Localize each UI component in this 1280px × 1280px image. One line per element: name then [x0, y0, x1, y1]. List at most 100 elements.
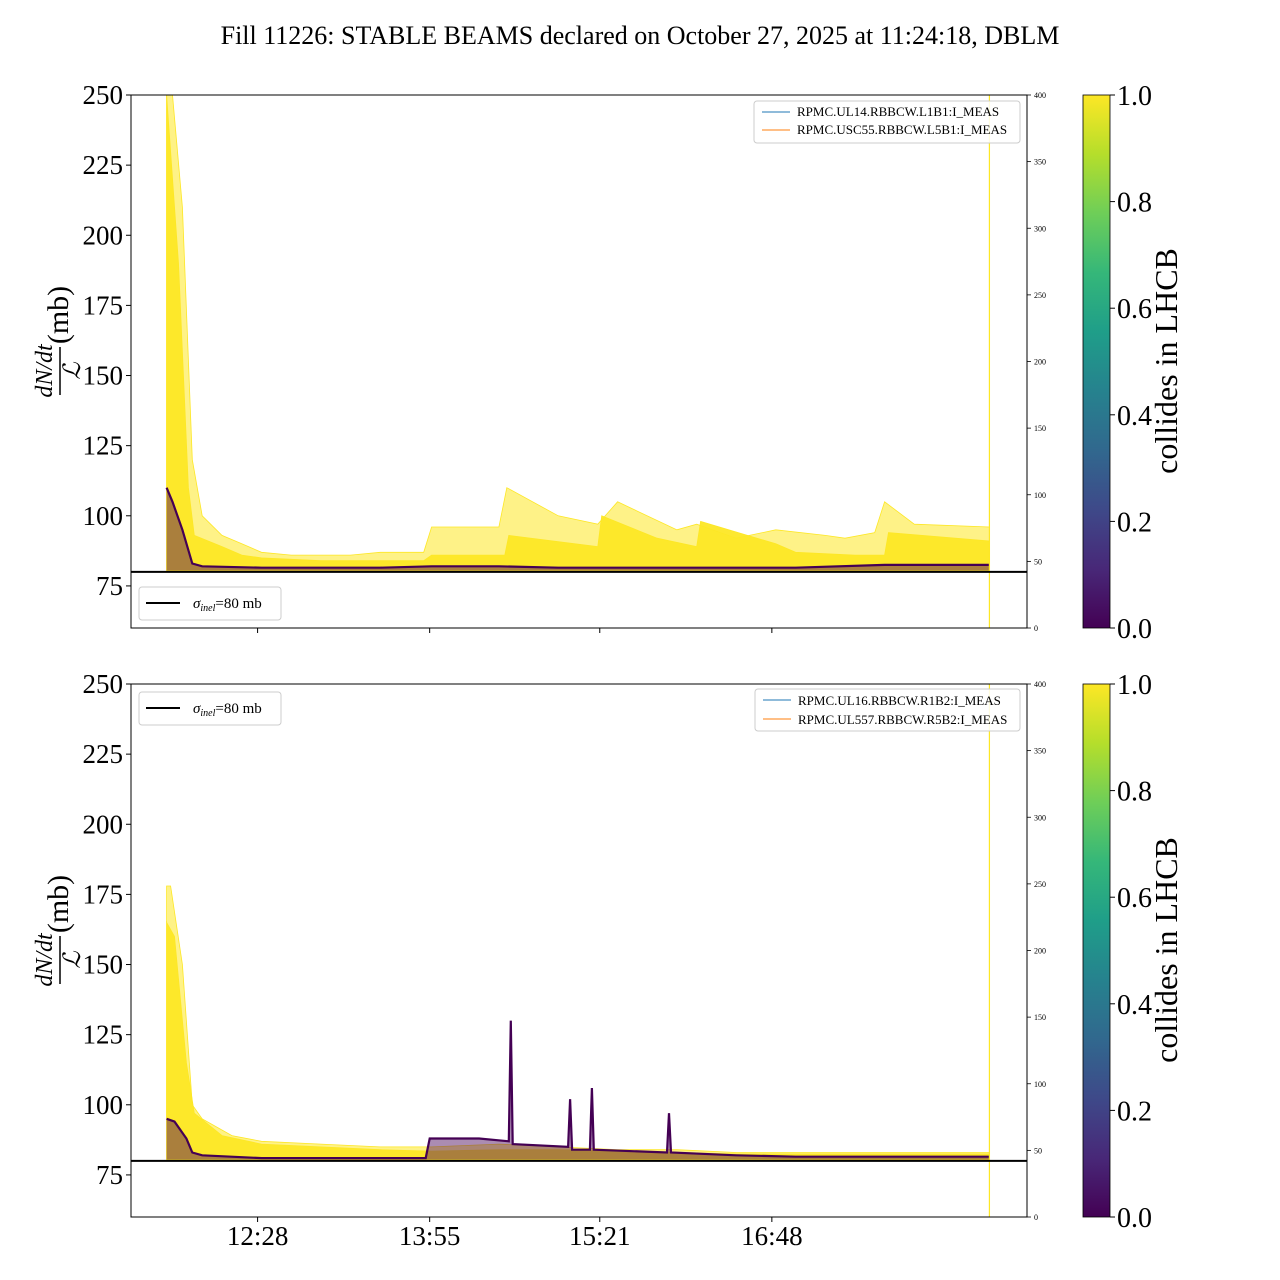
top-reference-label: σinel=80 mb — [193, 596, 262, 614]
bot-secondary-ytick-label: 0 — [1034, 1213, 1038, 1222]
top-secondary-ytick-label: 50 — [1034, 557, 1042, 566]
top-secondary-ytick-label: 350 — [1034, 158, 1046, 167]
bottom-ylabel-denominator: ℒ — [60, 951, 86, 969]
top-secondary-ytick-label: 400 — [1034, 91, 1046, 100]
top-ytick-label: 75 — [96, 571, 123, 601]
bot-series-band-2 — [166, 1020, 990, 1160]
top-secondary-ytick-label: 150 — [1034, 424, 1046, 433]
bot-ytick-label: 250 — [83, 669, 124, 699]
bot-xtick-label: 15:21 — [569, 1221, 631, 1251]
bottom-legend-reference: σinel=80 mb — [138, 691, 282, 726]
top-y-axis: 75 100 125 150 175 200 225 250 — [83, 80, 131, 601]
top-ylabel-numerator: dN/dt — [32, 343, 58, 398]
bot-colorbar-tick-label: 0.4 — [1117, 990, 1152, 1021]
top-ylabel-unit: (mb) — [42, 286, 75, 344]
bot-colorbar-tick-label: 0.6 — [1117, 883, 1152, 914]
top-ytick-label: 200 — [83, 220, 124, 250]
bot-secondary-ytick-label: 100 — [1034, 1080, 1046, 1089]
bot-secondary-ytick-label: 400 — [1034, 680, 1046, 689]
bot-ytick-label: 225 — [83, 739, 124, 769]
bottom-y-axis-label: dN/dt ℒ (mb) — [32, 875, 86, 987]
top-colorbar: 0.0 0.2 0.4 0.6 0.8 1.0 collides in LHCB — [1082, 81, 1184, 645]
bot-colorbar-tick-label: 0.0 — [1117, 1203, 1152, 1234]
top-ytick-label: 125 — [83, 431, 124, 461]
bot-xtick-label: 13:55 — [399, 1221, 461, 1251]
top-ytick-label: 100 — [83, 501, 124, 531]
bot-ytick-label: 150 — [83, 950, 124, 980]
top-secondary-ytick-label: 250 — [1034, 291, 1046, 300]
top-legend-reference: σinel=80 mb — [138, 586, 282, 621]
top-ytick-label: 225 — [83, 150, 124, 180]
bot-secondary-ytick-label: 150 — [1034, 1013, 1046, 1022]
bot-series-line-2 — [166, 1020, 990, 1160]
top-colorbar-gradient — [1082, 94, 1111, 629]
bot-ytick-label: 75 — [96, 1160, 123, 1190]
top-secondary-ytick-label: 200 — [1034, 358, 1046, 367]
bot-series-area-0 — [166, 885, 990, 1160]
top-colorbar-tick-label: 0.4 — [1117, 401, 1152, 432]
top-colorbar-tick-label: 1.0 — [1117, 81, 1152, 112]
bot-ytick-label: 175 — [83, 879, 124, 909]
bot-secondary-ytick-label: 250 — [1034, 880, 1046, 889]
top-series-area-0 — [166, 95, 990, 571]
top-series-layer — [131, 95, 1027, 628]
top-ytick-label: 175 — [83, 290, 124, 320]
bot-ytick-label: 200 — [83, 809, 124, 839]
bottom-x-axis: 12:28 13:55 15:21 16:48 — [227, 1217, 803, 1251]
top-legend-label-1: RPMC.UL14.RBBCW.L1B1:I_MEAS — [797, 104, 999, 119]
bottom-plot: 75 100 125 150 175 200 225 250 0 50 100 150 200 250 3… — [32, 669, 1046, 1251]
top-secondary-y-axis: 0 50 100 150 200 250 300 350 400 — [1027, 91, 1046, 633]
top-ytick-label: 150 — [83, 361, 124, 391]
top-colorbar-ticks: 0.0 0.2 0.4 0.6 0.8 1.0 — [1110, 81, 1152, 645]
top-legend-box — [753, 100, 1021, 144]
bottom-ylabel-numerator: dN/dt — [32, 932, 58, 987]
bottom-colorbar-ticks: 0.0 0.2 0.4 0.6 0.8 1.0 — [1110, 670, 1152, 1234]
bottom-colorbar: 0.0 0.2 0.4 0.6 0.8 1.0 collides in LHCB — [1082, 670, 1184, 1234]
top-legend-label-2: RPMC.USC55.RBBCW.L5B1:I_MEAS — [797, 122, 1007, 137]
bottom-y-axis: 75 100 125 150 175 200 225 250 — [83, 669, 131, 1190]
top-colorbar-tick-label: 0.8 — [1117, 188, 1152, 219]
bottom-plot-frame — [130, 683, 1028, 1218]
bottom-colorbar-gradient — [1082, 683, 1111, 1218]
top-colorbar-label: collides in LHCB — [1148, 248, 1184, 474]
bot-xtick-label: 12:28 — [227, 1221, 289, 1251]
top-ylabel-denominator: ℒ — [60, 362, 86, 380]
top-secondary-ytick-label: 100 — [1034, 491, 1046, 500]
bottom-reference-legend-box — [138, 691, 282, 726]
top-ytick-label: 250 — [83, 80, 124, 110]
bot-secondary-ytick-label: 200 — [1034, 947, 1046, 956]
bottom-ylabel-unit: (mb) — [42, 875, 75, 933]
top-series-area-1 — [166, 95, 990, 571]
top-x-axis — [257, 628, 773, 633]
bot-ytick-label: 100 — [83, 1090, 124, 1120]
top-y-axis-label: dN/dt ℒ (mb) — [32, 286, 86, 398]
bottom-colorbar-label: collides in LHCB — [1148, 837, 1184, 1063]
bot-secondary-ytick-label: 50 — [1034, 1146, 1042, 1155]
top-colorbar-tick-label: 0.6 — [1117, 294, 1152, 325]
bot-secondary-ytick-label: 300 — [1034, 813, 1046, 822]
top-reference-legend-box — [138, 586, 282, 621]
top-secondary-ytick-label: 0 — [1034, 624, 1038, 633]
bottom-legend-label-1: RPMC.UL16.RBBCW.R1B2:I_MEAS — [798, 693, 1001, 708]
top-secondary-ytick-label: 300 — [1034, 224, 1046, 233]
figure-title: Fill 11226: STABLE BEAMS declared on Oct… — [221, 21, 1060, 50]
bot-ytick-label: 125 — [83, 1020, 124, 1050]
top-plot: 75 100 125 150 175 200 225 250 0 50 100 150 200 250 3… — [32, 80, 1046, 633]
top-colorbar-tick-label: 0.0 — [1117, 614, 1152, 645]
bottom-reference-label: σinel=80 mb — [193, 701, 262, 719]
bot-colorbar-tick-label: 1.0 — [1117, 670, 1152, 701]
bot-colorbar-tick-label: 0.8 — [1117, 777, 1152, 808]
bot-secondary-ytick-label: 350 — [1034, 747, 1046, 756]
top-series-line-2 — [165, 487, 990, 569]
bot-series-area-1 — [166, 920, 990, 1160]
bot-colorbar-tick-label: 0.2 — [1117, 1096, 1152, 1127]
bottom-legend-box — [754, 688, 1021, 732]
top-colorbar-tick-label: 0.2 — [1117, 507, 1152, 538]
bottom-series-layer — [131, 684, 1027, 1217]
bottom-secondary-y-axis: 0 50 100 150 200 250 300 350 400 — [1027, 680, 1046, 1222]
bottom-legend-label-2: RPMC.UL557.RBBCW.R5B2:I_MEAS — [798, 712, 1007, 727]
bottom-legend-series: RPMC.UL16.RBBCW.R1B2:I_MEAS RPMC.UL557.R… — [754, 688, 1021, 732]
top-legend-series: RPMC.UL14.RBBCW.L1B1:I_MEAS RPMC.USC55.R… — [753, 100, 1021, 144]
bot-xtick-label: 16:48 — [741, 1221, 803, 1251]
